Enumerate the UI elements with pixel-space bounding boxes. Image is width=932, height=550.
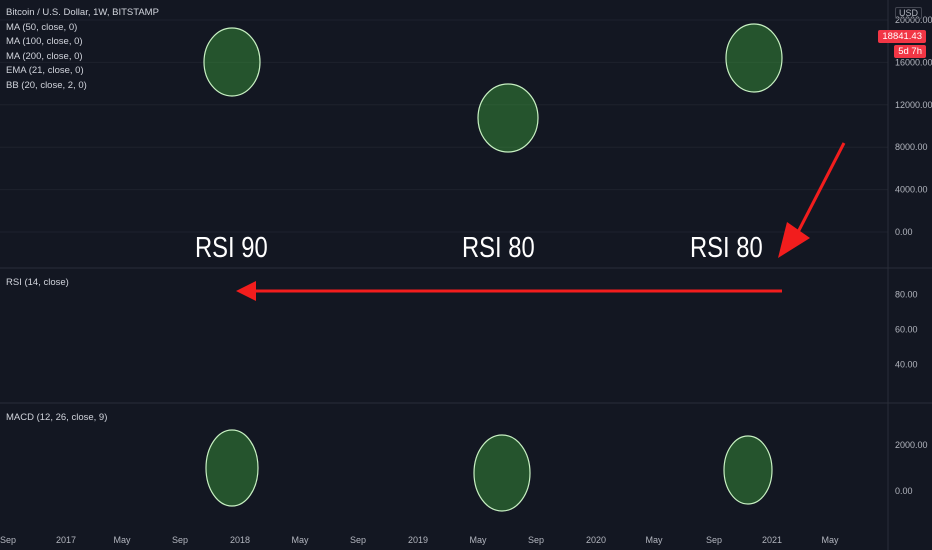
price-axis-tick: 20000.00 <box>895 15 932 25</box>
time-axis-tick: 2021 <box>762 535 782 545</box>
last-price-tag: 18841.43 <box>878 30 926 43</box>
price-axis-tick: 8000.00 <box>895 142 928 152</box>
indicator-bb[interactable]: BB (20, close, 2, 0) <box>6 79 87 91</box>
time-axis-tick: May <box>469 535 487 545</box>
rsi-legend[interactable]: RSI (14, close) <box>6 277 69 288</box>
time-axis-tick: May <box>645 535 663 545</box>
price-axis-tick: 16000.00 <box>895 57 932 67</box>
highlight-circle <box>205 429 259 507</box>
annotation-overlay <box>203 23 846 512</box>
time-axis-tick: Sep <box>706 535 722 545</box>
rsi-axis-tick: 40.00 <box>895 360 918 370</box>
time-axis-tick: 2017 <box>56 535 76 545</box>
chart-title[interactable]: Bitcoin / U.S. Dollar, 1W, BITSTAMP <box>6 7 159 18</box>
highlight-circle <box>203 27 261 97</box>
currency-label[interactable]: USD <box>894 7 922 19</box>
indicator-ma100[interactable]: MA (100, close, 0) <box>6 36 83 48</box>
rsi-axis-tick: 60.00 <box>895 325 918 335</box>
indicator-ema21[interactable]: EMA (21, close, 0) <box>6 65 84 77</box>
annotation-rsi-80-2020: RSI 80 <box>690 232 763 264</box>
diagonal-arrow-line <box>794 142 846 237</box>
time-axis-tick: May <box>821 535 839 545</box>
macd-axis-tick: 0.00 <box>895 486 913 496</box>
highlight-circle <box>723 435 773 505</box>
rsi-axis-tick: 80.00 <box>895 289 918 299</box>
diagonal-arrow-head <box>778 222 810 258</box>
macd-axis-tick: 2000.00 <box>895 440 928 450</box>
price-axis-tick: 12000.00 <box>895 100 932 110</box>
time-axis-tick: 2019 <box>408 535 428 545</box>
highlight-circle <box>473 434 531 512</box>
price-axis-tick: 4000.00 <box>895 185 928 195</box>
indicator-ma50[interactable]: MA (50, close, 0) <box>6 21 78 33</box>
time-axis-tick: May <box>113 535 131 545</box>
horizontal-arrow-head <box>236 281 256 301</box>
macd-legend[interactable]: MACD (12, 26, close, 9) <box>6 412 108 423</box>
countdown-tag: 5d 7h <box>894 45 926 58</box>
highlight-circle <box>725 23 783 93</box>
time-axis-tick: 2018 <box>230 535 250 545</box>
annotation-rsi-90: RSI 90 <box>195 232 268 264</box>
time-axis-tick: Sep <box>350 535 366 545</box>
annotation-rsi-80-2019: RSI 80 <box>462 232 535 264</box>
indicator-ma200[interactable]: MA (200, close, 0) <box>6 50 83 62</box>
chart-legend: Bitcoin / U.S. Dollar, 1W, BITSTAMP MA (… <box>6 6 159 94</box>
time-axis-tick: Sep <box>528 535 544 545</box>
time-axis-tick: Sep <box>0 535 16 545</box>
grid-lines <box>0 19 888 233</box>
time-axis-tick: Sep <box>172 535 188 545</box>
price-axis-tick: 0.00 <box>895 227 913 237</box>
time-axis-tick: May <box>291 535 309 545</box>
time-axis-tick: 2020 <box>586 535 606 545</box>
highlight-circle <box>477 83 539 153</box>
